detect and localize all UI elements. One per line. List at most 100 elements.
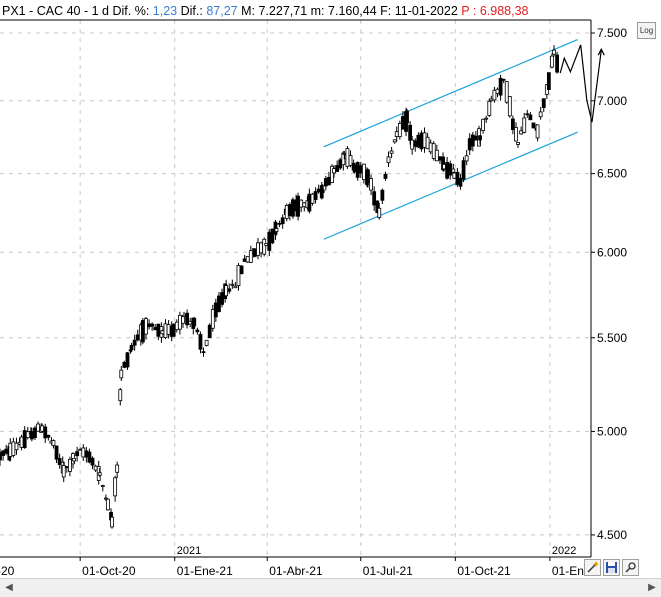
y-tick-label: 5.000 — [597, 424, 627, 438]
period-label: 1 d — [91, 4, 110, 18]
dif-pct-label: Dif. %: — [112, 4, 150, 18]
candle-body — [25, 431, 30, 439]
candle-body — [307, 193, 312, 212]
candle-body — [87, 451, 92, 463]
candle-body — [405, 110, 409, 124]
projection-line[interactable] — [559, 44, 605, 123]
pin-icon[interactable] — [622, 559, 639, 576]
candle-body — [274, 228, 279, 232]
candle-body — [40, 425, 45, 432]
candle-body — [451, 168, 456, 173]
candle-body — [132, 339, 137, 346]
y-tick-label: 4.500 — [597, 528, 627, 542]
chart-toolbar — [584, 559, 639, 577]
candle-body — [0, 452, 2, 461]
candle-body — [207, 324, 212, 339]
candle-body — [195, 329, 200, 333]
candle-body — [448, 163, 453, 176]
candle-body — [416, 134, 421, 148]
wand-icon[interactable] — [584, 559, 601, 576]
candle-body — [525, 113, 530, 116]
candle-body — [4, 448, 9, 454]
save-icon[interactable] — [603, 559, 620, 576]
candle-body — [296, 195, 300, 217]
candle-body — [507, 96, 512, 117]
candle-body — [320, 189, 325, 193]
candle-body — [36, 423, 40, 432]
candle-body — [342, 152, 347, 155]
candle-body — [531, 122, 536, 129]
channel-upper-line — [323, 39, 578, 148]
candle-body — [57, 457, 62, 466]
candle-body — [46, 434, 51, 438]
candle-body — [224, 285, 229, 297]
y-tick-label: 5.500 — [597, 331, 627, 345]
candle-body — [461, 160, 466, 180]
candle-body — [408, 124, 413, 141]
candle-body — [372, 191, 377, 206]
candle-body — [150, 323, 155, 327]
candle-body — [389, 150, 394, 154]
symbol-label: PX1 - CAC 40 - — [2, 4, 89, 18]
candle-body — [198, 333, 203, 350]
candle-body — [284, 205, 289, 219]
candle-body — [522, 117, 527, 133]
candle-body — [510, 118, 515, 131]
date-value: 11-01-2022 — [394, 4, 458, 18]
price-label: P : — [461, 4, 477, 18]
candle-body — [380, 189, 385, 201]
price-chart[interactable]: 4.500 5.000 5.500 6.000 6.500 7.000 7.500 ul-20… — [0, 0, 661, 578]
candle-body — [84, 450, 89, 458]
arrow-right-icon[interactable]: ▶ — [648, 582, 656, 593]
x-tick-label: 01-Ene- — [552, 564, 595, 578]
candle-body — [467, 138, 472, 151]
candle-body — [369, 178, 373, 191]
candle-body — [262, 238, 267, 255]
candle-body — [153, 327, 158, 331]
candle-body — [81, 447, 86, 458]
candle-body — [217, 295, 221, 313]
candle-body — [552, 49, 556, 55]
projection-polyline — [559, 44, 602, 123]
candle-body — [498, 77, 503, 96]
candle-body — [546, 72, 551, 90]
log-scale-button[interactable]: Log — [637, 22, 656, 39]
candle-body — [377, 207, 382, 218]
candle-body — [452, 172, 457, 179]
candle-body — [431, 143, 436, 159]
min-value: 7.160,44 — [328, 4, 377, 18]
candle-body — [185, 312, 189, 326]
x-tick-label: 01-Abr-21 — [269, 564, 323, 578]
candle-body — [445, 161, 450, 179]
candle-body — [270, 228, 275, 244]
candle-body — [516, 141, 520, 145]
arrow-left-icon[interactable]: ◀ — [5, 582, 13, 593]
horizontal-scrollbar[interactable]: ◀ ▶ — [0, 578, 661, 597]
candle-body — [11, 441, 16, 456]
candle-body — [383, 173, 388, 179]
trend-channel[interactable] — [323, 39, 578, 240]
candle-body — [1, 450, 6, 456]
candle-body — [8, 442, 13, 457]
candle-body — [210, 309, 215, 329]
candle-body — [323, 178, 328, 187]
candle-body — [434, 149, 439, 162]
candle-body — [474, 135, 478, 141]
candle-body — [302, 202, 307, 208]
candle-body — [245, 256, 250, 263]
candle-body — [135, 334, 140, 341]
candle-body — [489, 98, 494, 102]
candle-body — [125, 352, 130, 368]
candle-body — [410, 139, 415, 150]
candle-body — [201, 351, 206, 354]
candle-body — [166, 324, 171, 335]
candle-body — [78, 448, 83, 451]
candle-body — [478, 135, 482, 141]
year-marker-label: 2022 — [552, 545, 576, 557]
price-value: 6.988,38 — [479, 4, 529, 18]
candle-body — [330, 165, 334, 183]
candle-body — [181, 316, 185, 324]
candle-body — [178, 315, 182, 330]
candle-body — [233, 285, 238, 289]
